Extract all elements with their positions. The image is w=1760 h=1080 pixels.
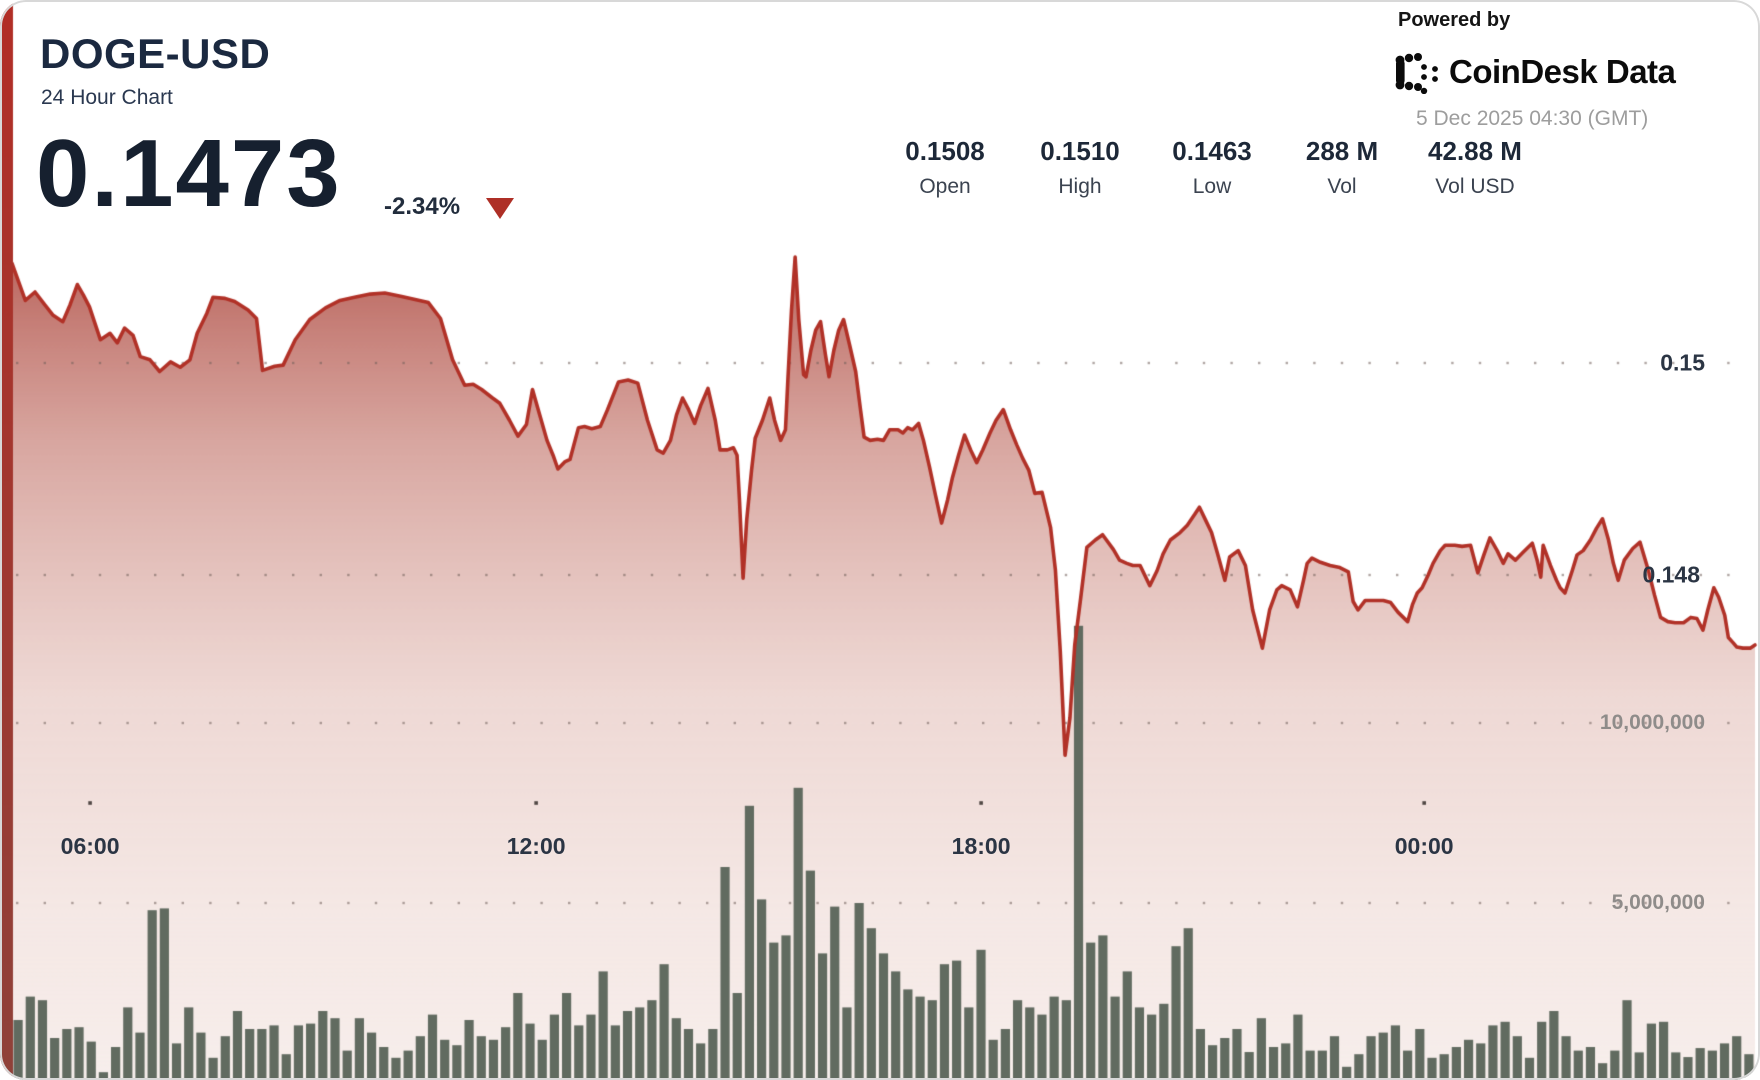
stat-value: 0.1510 bbox=[1040, 136, 1120, 166]
stat-value: 42.88 M bbox=[1428, 136, 1522, 166]
stat-vol-usd: 42.88 M Vol USD bbox=[1428, 136, 1522, 199]
last-price: 0.1473 bbox=[36, 120, 342, 227]
chart-subtitle: 24 Hour Chart bbox=[41, 86, 173, 109]
stat-low: 0.1463 Low bbox=[1172, 136, 1252, 199]
stat-label: Vol USD bbox=[1435, 175, 1515, 198]
coindesk-logo[interactable]: CoinDesk Data bbox=[1394, 50, 1676, 94]
coindesk-logo-icon bbox=[1395, 53, 1438, 94]
stat-value: 288 M bbox=[1305, 136, 1379, 166]
time-axis-tick-0600: 06:00 bbox=[60, 833, 120, 859]
price-axis-tick-0.15: 0.15 bbox=[1660, 349, 1705, 376]
stat-label: Low bbox=[1192, 175, 1232, 198]
price-change-percent: -2.34% bbox=[384, 193, 461, 220]
stat-vol: 288 M Vol bbox=[1306, 136, 1378, 199]
time-axis-tick-1800: 18:00 bbox=[951, 833, 1011, 859]
price-axis-tick-0.148: 0.148 bbox=[1642, 561, 1700, 588]
stat-high: 0.1510 High bbox=[1040, 136, 1120, 199]
volume-axis-tick-5m: 5,000,000 bbox=[1611, 891, 1705, 914]
stat-label: Open bbox=[919, 175, 971, 198]
timestamp: 5 Dec 2025 04:30 (GMT) bbox=[1416, 107, 1649, 130]
volume-axis-tick-10m: 10,000,000 bbox=[1599, 711, 1705, 734]
time-axis-tick-0000: 00:00 bbox=[1394, 833, 1454, 859]
stat-open: 0.1508 Open bbox=[905, 136, 985, 199]
stat-label: Vol bbox=[1327, 175, 1357, 198]
price-down-triangle-icon bbox=[486, 198, 514, 219]
stat-label: High bbox=[1058, 175, 1102, 198]
symbol-title: DOGE-USD bbox=[40, 30, 271, 77]
powered-by-label: Powered by bbox=[1398, 9, 1511, 31]
time-axis-tick-1200: 12:00 bbox=[506, 833, 566, 859]
stat-value: 0.1508 bbox=[905, 136, 985, 166]
stat-value: 0.1463 bbox=[1172, 136, 1252, 166]
coindesk-logo-text: CoinDesk Data bbox=[1449, 53, 1676, 90]
